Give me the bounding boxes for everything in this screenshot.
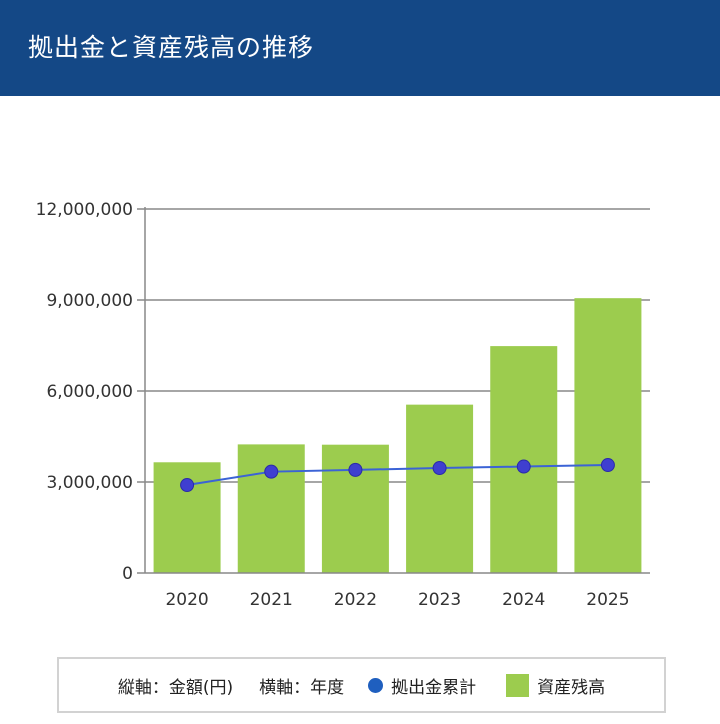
legend-bar-swatch-icon xyxy=(506,673,530,697)
chart-legend: 縦軸：金額(円) 横軸：年度 拠出金累計 資産残高 xyxy=(57,657,666,713)
legend-vertical-axis: 縦軸：金額(円) xyxy=(117,677,234,698)
x-tick-label: 2022 xyxy=(334,590,377,610)
y-tick-label: 0 xyxy=(122,564,133,584)
contribution-point-2023 xyxy=(432,461,447,476)
bar-2023 xyxy=(406,404,474,573)
contribution-point-2024 xyxy=(516,459,531,474)
contribution-point-2022 xyxy=(348,462,363,477)
bar-2025 xyxy=(574,298,642,573)
x-tick-label: 2024 xyxy=(502,590,545,610)
x-tick-label: 2025 xyxy=(586,590,629,610)
legend-bar-label: 資産残高 xyxy=(537,677,606,698)
y-tick-label: 6,000,000 xyxy=(46,382,133,402)
legend-horizontal-axis: 横軸：年度 xyxy=(259,677,345,698)
page-header: 拠出金と資産残高の推移 xyxy=(0,0,720,96)
page-title: 拠出金と資産残高の推移 xyxy=(28,33,315,62)
chart-canvas: 0 3,000,000 6,000,000 9,000,000 12,000,000 20… xyxy=(36,200,650,610)
legend-line-label: 拠出金累計 xyxy=(391,677,477,698)
y-tick-label: 3,000,000 xyxy=(46,473,133,493)
y-tick-label: 12,000,000 xyxy=(36,200,133,220)
x-tick-label: 2021 xyxy=(250,590,293,610)
bar-2021 xyxy=(237,444,305,573)
x-tick-label: 2023 xyxy=(418,590,461,610)
contribution-line xyxy=(186,464,608,487)
x-tick-label: 2020 xyxy=(165,590,208,610)
contribution-point-2021 xyxy=(264,464,279,479)
contribution-point-2020 xyxy=(180,478,195,493)
legend-line-marker-icon xyxy=(368,677,384,693)
y-tick-label: 9,000,000 xyxy=(46,291,133,311)
contribution-point-2025 xyxy=(600,458,615,473)
chart-area: 0 3,000,000 6,000,000 9,000,000 12,000,000 20… xyxy=(0,96,720,656)
